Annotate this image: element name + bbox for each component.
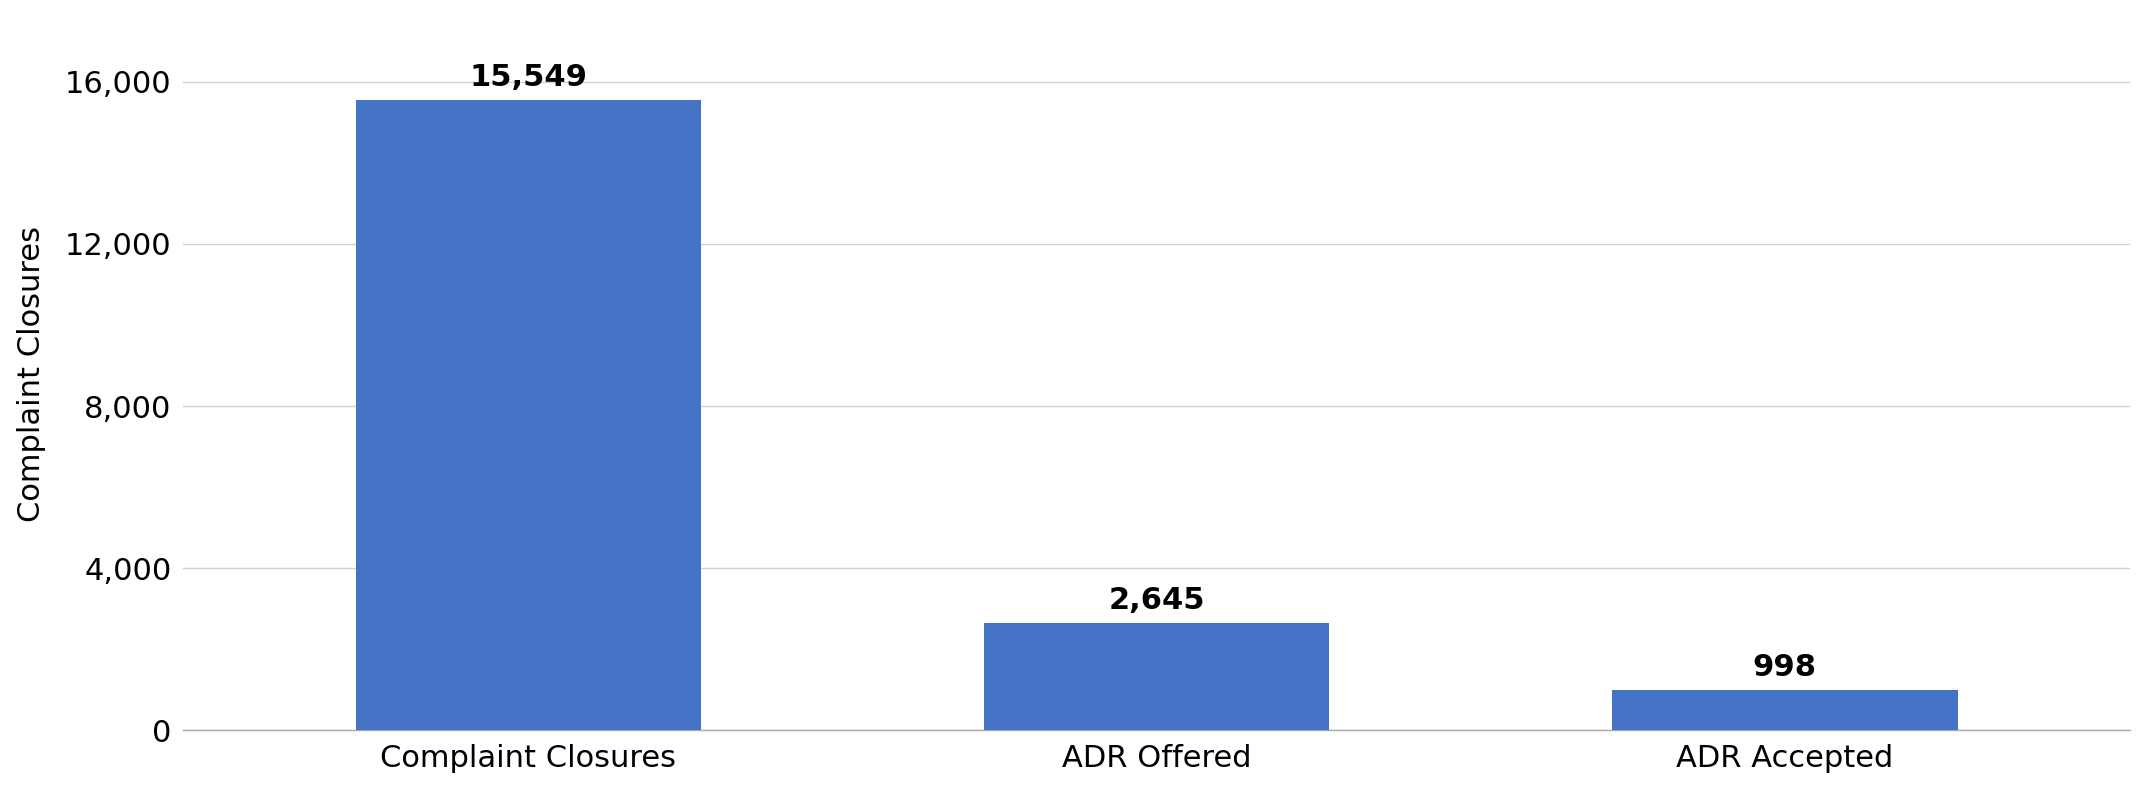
Text: 998: 998: [1752, 653, 1816, 682]
Y-axis label: Complaint Closures: Complaint Closures: [17, 226, 45, 521]
Text: 2,645: 2,645: [1108, 586, 1204, 615]
Bar: [356, 100, 702, 731]
Bar: [983, 623, 1329, 731]
Bar: [1612, 690, 1958, 731]
Text: 15,549: 15,549: [470, 62, 588, 92]
